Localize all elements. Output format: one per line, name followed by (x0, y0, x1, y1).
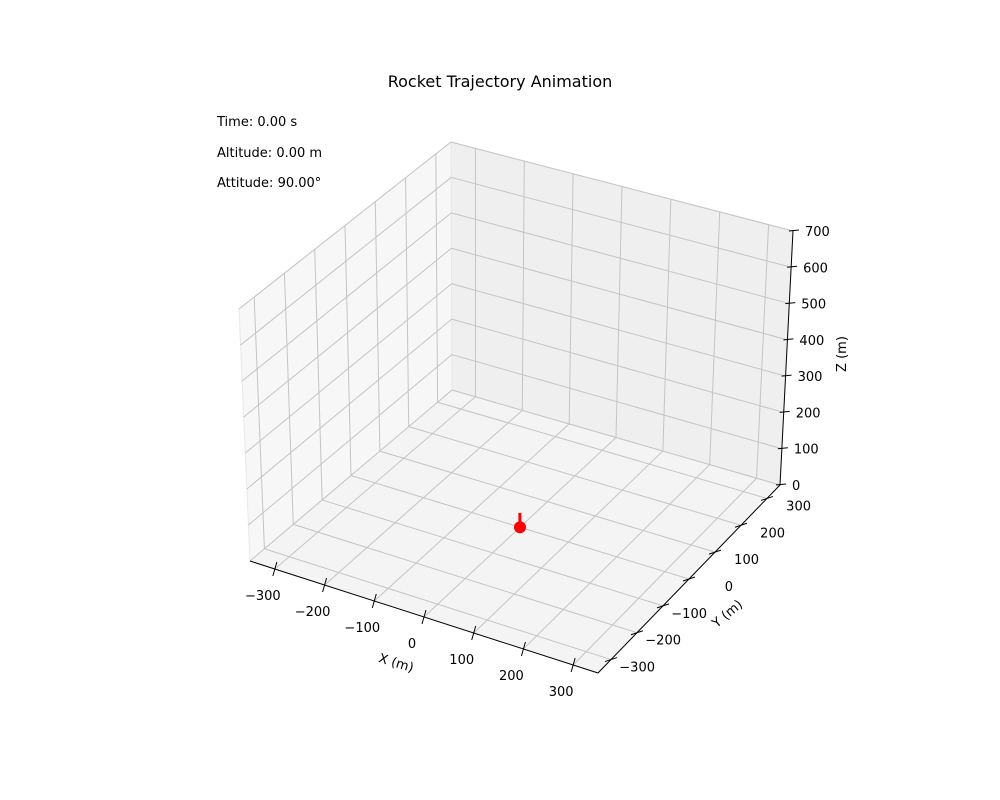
z-gridline (450, 141, 794, 232)
grid-lines (238, 141, 794, 666)
y-tick-label: 200 (760, 526, 785, 541)
z-tick (781, 374, 792, 377)
x-tick (272, 561, 278, 577)
z-tick-label: 600 (803, 261, 828, 276)
x-tick-label: −300 (245, 589, 281, 604)
x-gridline (662, 199, 672, 452)
x-tick-label: −200 (295, 605, 331, 620)
y-tick (734, 522, 748, 528)
z-tick (779, 410, 790, 413)
data-marks (514, 512, 526, 534)
x-tick-label: 0 (408, 637, 416, 652)
x-gridline (709, 211, 721, 465)
z-gridline (451, 283, 786, 377)
time-readout: Time: 0.00 s (217, 115, 298, 130)
z-gridline (451, 176, 792, 268)
y-axis-label: Y (m) (709, 597, 746, 632)
z-axis-line (779, 230, 794, 486)
y-gridline (253, 297, 265, 549)
attitude-readout: Attitude: 90.00° (217, 176, 322, 191)
z-tick-label: 200 (796, 406, 821, 421)
axis-ticks: −300−200−1000100200300−300−200−100010020… (245, 225, 830, 700)
y-tick (656, 603, 670, 609)
y-gridline (437, 401, 768, 499)
y-tick (630, 630, 644, 636)
y-tick-label: −300 (619, 661, 655, 676)
x-tick (421, 609, 427, 625)
x-gridline (568, 173, 574, 424)
z-tick (775, 483, 787, 486)
z-axis-label: Z (m) (835, 336, 850, 372)
z-gridline (451, 354, 782, 450)
y-gridline (374, 201, 381, 452)
y-tick (604, 657, 618, 663)
y-tick-label: 300 (786, 499, 811, 514)
axis-panes (238, 140, 794, 674)
z-tick-label: 500 (801, 298, 826, 313)
z-gridline (248, 354, 453, 526)
y-gridline (405, 177, 410, 427)
z-tick-label: 300 (798, 370, 823, 385)
y-tick-label: −100 (671, 607, 707, 622)
y-tick-label: −200 (645, 634, 681, 649)
z-gridline (451, 389, 781, 486)
z-gridline (238, 141, 452, 310)
z-gridline (451, 212, 790, 305)
z-tick-label: 100 (794, 443, 819, 458)
x-tick (570, 657, 576, 673)
z-tick (788, 229, 800, 232)
x-tick-label: 300 (549, 685, 574, 700)
y-tick-label: 0 (725, 580, 733, 595)
y-gridline (435, 153, 439, 403)
z-gridline (451, 318, 784, 413)
x-axis-label: X (m) (377, 651, 416, 676)
x-tick (471, 625, 477, 641)
x-gridline (521, 161, 525, 411)
z-gridline (243, 247, 452, 418)
z-tick (785, 302, 796, 305)
y-gridline (321, 499, 664, 607)
x-gridline (756, 224, 770, 479)
z-gridline (451, 247, 788, 341)
z-gridline (249, 389, 453, 562)
z-gridline (244, 283, 452, 454)
y-gridline (293, 523, 638, 634)
y-gridline (283, 273, 294, 525)
x-tick-label: −100 (344, 621, 380, 636)
z-tick-label: 0 (792, 479, 800, 494)
z-gridline (240, 177, 452, 346)
z-tick (783, 338, 794, 341)
x-tick-label: 200 (499, 669, 524, 684)
altitude-readout: Altitude: 0.00 m (217, 146, 323, 161)
z-gridline (246, 318, 453, 490)
z-tick (777, 447, 788, 450)
y-tick (760, 495, 774, 501)
chart-title: Rocket Trajectory Animation (387, 72, 613, 91)
x-gridline (615, 186, 623, 438)
z-gridline (241, 212, 452, 382)
y-tick (708, 549, 722, 555)
y-gridline (264, 548, 612, 661)
y-gridline (314, 249, 323, 500)
y-tick (682, 576, 696, 582)
y-tick-label: 100 (734, 553, 759, 568)
y-gridline (344, 225, 352, 476)
x-tick (371, 593, 377, 609)
z-tick (787, 265, 798, 268)
y-gridline (379, 450, 716, 553)
y-gridline (408, 426, 742, 526)
x-tick (520, 641, 526, 657)
rocket-marker (514, 521, 526, 534)
z-tick-label: 700 (805, 225, 830, 240)
x-tick-label: 100 (449, 653, 474, 668)
z-tick-label: 400 (799, 334, 824, 349)
x-tick (322, 577, 328, 593)
